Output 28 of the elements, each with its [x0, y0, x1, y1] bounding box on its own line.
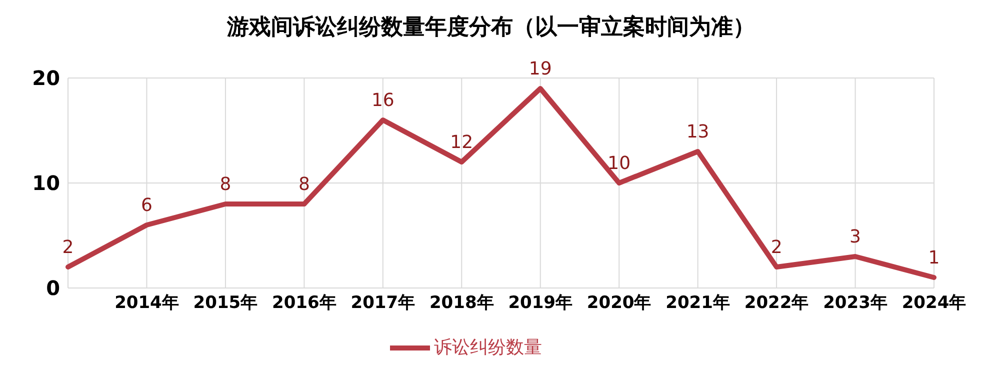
x-tick-label: 2024年	[902, 293, 966, 314]
y-tick-label: 0	[46, 276, 60, 300]
data-label: 19	[528, 58, 552, 80]
x-tick-label: 2020年	[586, 293, 652, 314]
x-tick-label: 2018年	[429, 293, 494, 314]
chart-title: 游戏间诉讼纠纷数量年度分布（以一审立案时间为准）	[226, 14, 756, 42]
x-tick-label: 2015年	[193, 293, 258, 314]
data-label: 3	[850, 226, 861, 248]
x-tick-label: 2023年	[823, 293, 888, 314]
x-tick-label: 2014年	[114, 293, 179, 314]
data-label: 8	[298, 174, 310, 195]
data-label: 10	[608, 153, 631, 174]
data-label: 6	[141, 195, 152, 216]
data-label: 2	[62, 237, 74, 258]
data-label: 8	[220, 174, 232, 195]
data-label: 12	[450, 132, 474, 153]
x-tick-label: 2021年	[666, 293, 730, 314]
y-tick-label: 10	[32, 171, 60, 196]
x-tick-label: 2016年	[272, 293, 336, 314]
legend-label: 诉讼纠纷数量	[434, 336, 542, 358]
x-tick-label: 2019年	[508, 293, 573, 314]
data-label: 13	[686, 122, 710, 142]
data-label: 16	[371, 90, 394, 111]
data-label: 2	[770, 237, 782, 258]
x-tick-label: 2017年	[350, 293, 416, 314]
y-tick-label: 20	[32, 66, 60, 90]
data-label: 1	[928, 248, 940, 268]
x-tick-label: 2022年	[744, 293, 809, 314]
